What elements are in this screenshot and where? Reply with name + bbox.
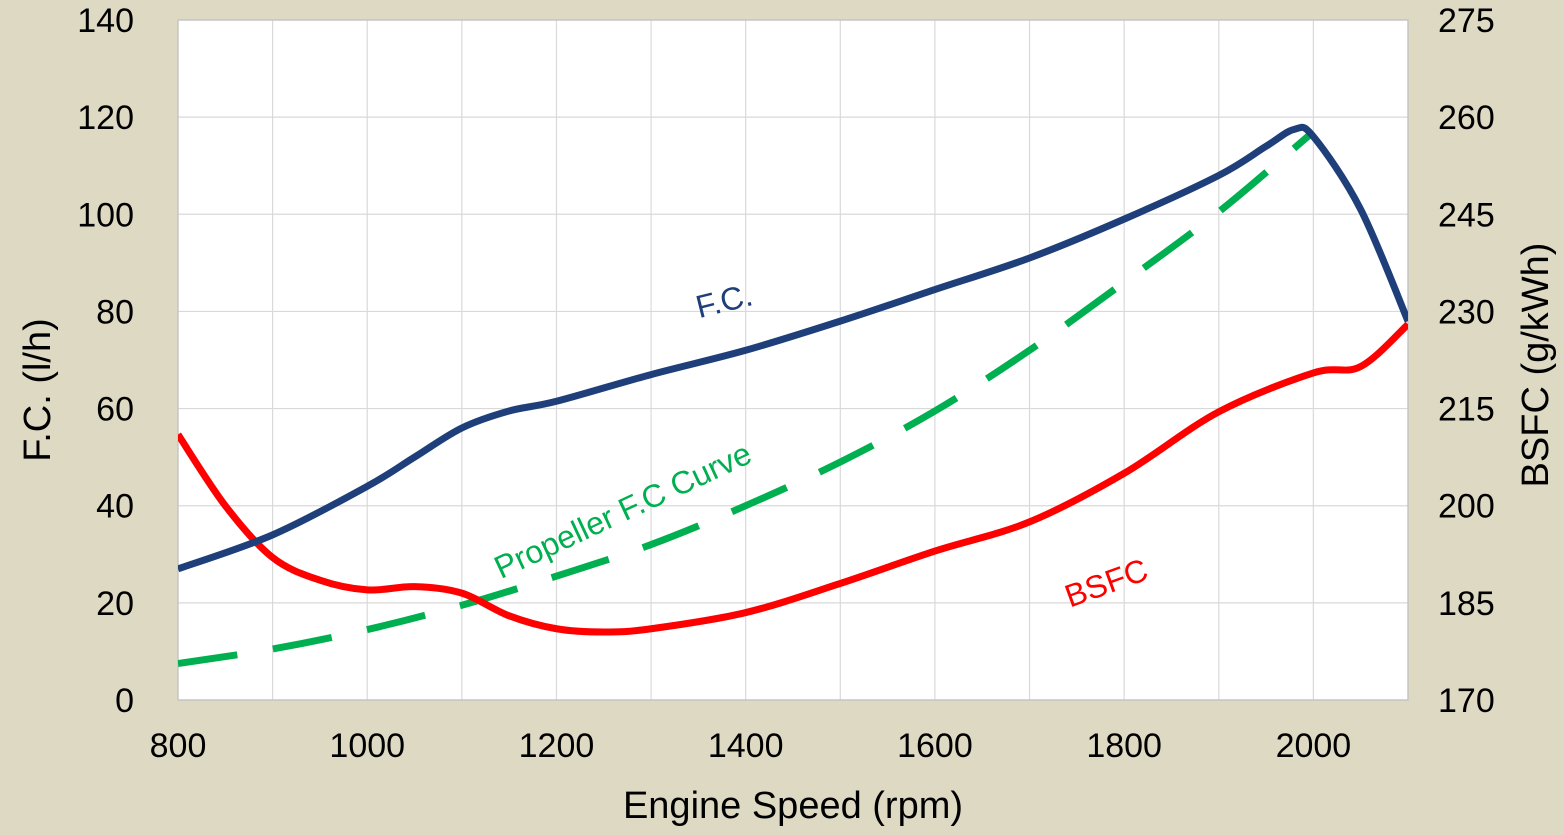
- x-tick-label: 800: [150, 727, 207, 765]
- y2-tick-label: 230: [1438, 293, 1495, 331]
- series-layer: [178, 123, 1408, 668]
- y2-tick-label: 200: [1438, 488, 1495, 526]
- y-tick-label: 20: [96, 585, 134, 623]
- x-axis-title: Engine Speed (rpm): [623, 785, 963, 827]
- y2-axis-title: BSFC (g/kWh): [1515, 243, 1557, 488]
- x-tick-label: 1800: [1086, 727, 1162, 765]
- series-line-bsfc: [178, 321, 1408, 636]
- y-axis-title: F.C. (l/h): [17, 318, 59, 462]
- x-tick-label: 1400: [708, 727, 784, 765]
- y-tick-label: 80: [96, 293, 134, 331]
- y-tick-label: 40: [96, 488, 134, 526]
- y2-tick-label: 245: [1438, 196, 1495, 234]
- y2-tick-label: 275: [1438, 2, 1495, 40]
- y2-tick-label: 260: [1438, 99, 1495, 137]
- y-tick-label: 140: [77, 2, 134, 40]
- y-tick-label: 100: [77, 196, 134, 234]
- y2-tick-label: 185: [1438, 585, 1495, 623]
- y2-tick-label: 215: [1438, 391, 1495, 429]
- x-tick-label: 2000: [1276, 727, 1352, 765]
- tick-layer: 800 1000 1200 1400 1600 1800 2000 0 20 40 60 80 100 1…: [77, 2, 1494, 765]
- y-tick-label: 60: [96, 391, 134, 429]
- series-line-f-c: [178, 123, 1408, 573]
- series-line-propeller-f-c-curve: [178, 129, 1316, 668]
- grid-layer: [177, 19, 1409, 701]
- plot-border: [177, 19, 1409, 701]
- y2-tick-label: 170: [1438, 682, 1495, 720]
- x-tick-label: 1000: [329, 727, 405, 765]
- x-tick-label: 1200: [519, 727, 595, 765]
- x-tick-label: 1600: [897, 727, 973, 765]
- y-tick-label: 0: [115, 682, 134, 720]
- y-tick-label: 120: [77, 99, 134, 137]
